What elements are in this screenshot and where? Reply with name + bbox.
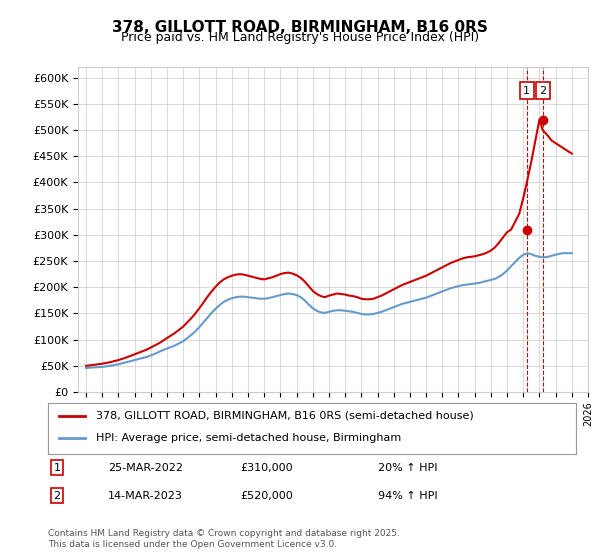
Text: £520,000: £520,000 xyxy=(240,491,293,501)
Text: HPI: Average price, semi-detached house, Birmingham: HPI: Average price, semi-detached house,… xyxy=(95,433,401,444)
Text: Contains HM Land Registry data © Crown copyright and database right 2025.
This d: Contains HM Land Registry data © Crown c… xyxy=(48,529,400,549)
Text: 2: 2 xyxy=(539,86,546,96)
Text: 378, GILLOTT ROAD, BIRMINGHAM, B16 0RS: 378, GILLOTT ROAD, BIRMINGHAM, B16 0RS xyxy=(112,20,488,35)
Text: Price paid vs. HM Land Registry's House Price Index (HPI): Price paid vs. HM Land Registry's House … xyxy=(121,31,479,44)
Text: 20% ↑ HPI: 20% ↑ HPI xyxy=(378,463,437,473)
Text: £310,000: £310,000 xyxy=(240,463,293,473)
Text: 94% ↑ HPI: 94% ↑ HPI xyxy=(378,491,437,501)
Text: 25-MAR-2022: 25-MAR-2022 xyxy=(108,463,183,473)
Text: 14-MAR-2023: 14-MAR-2023 xyxy=(108,491,183,501)
Text: 2: 2 xyxy=(53,491,61,501)
Text: 1: 1 xyxy=(53,463,61,473)
Text: 1: 1 xyxy=(523,86,530,96)
Text: 378, GILLOTT ROAD, BIRMINGHAM, B16 0RS (semi-detached house): 378, GILLOTT ROAD, BIRMINGHAM, B16 0RS (… xyxy=(95,411,473,421)
